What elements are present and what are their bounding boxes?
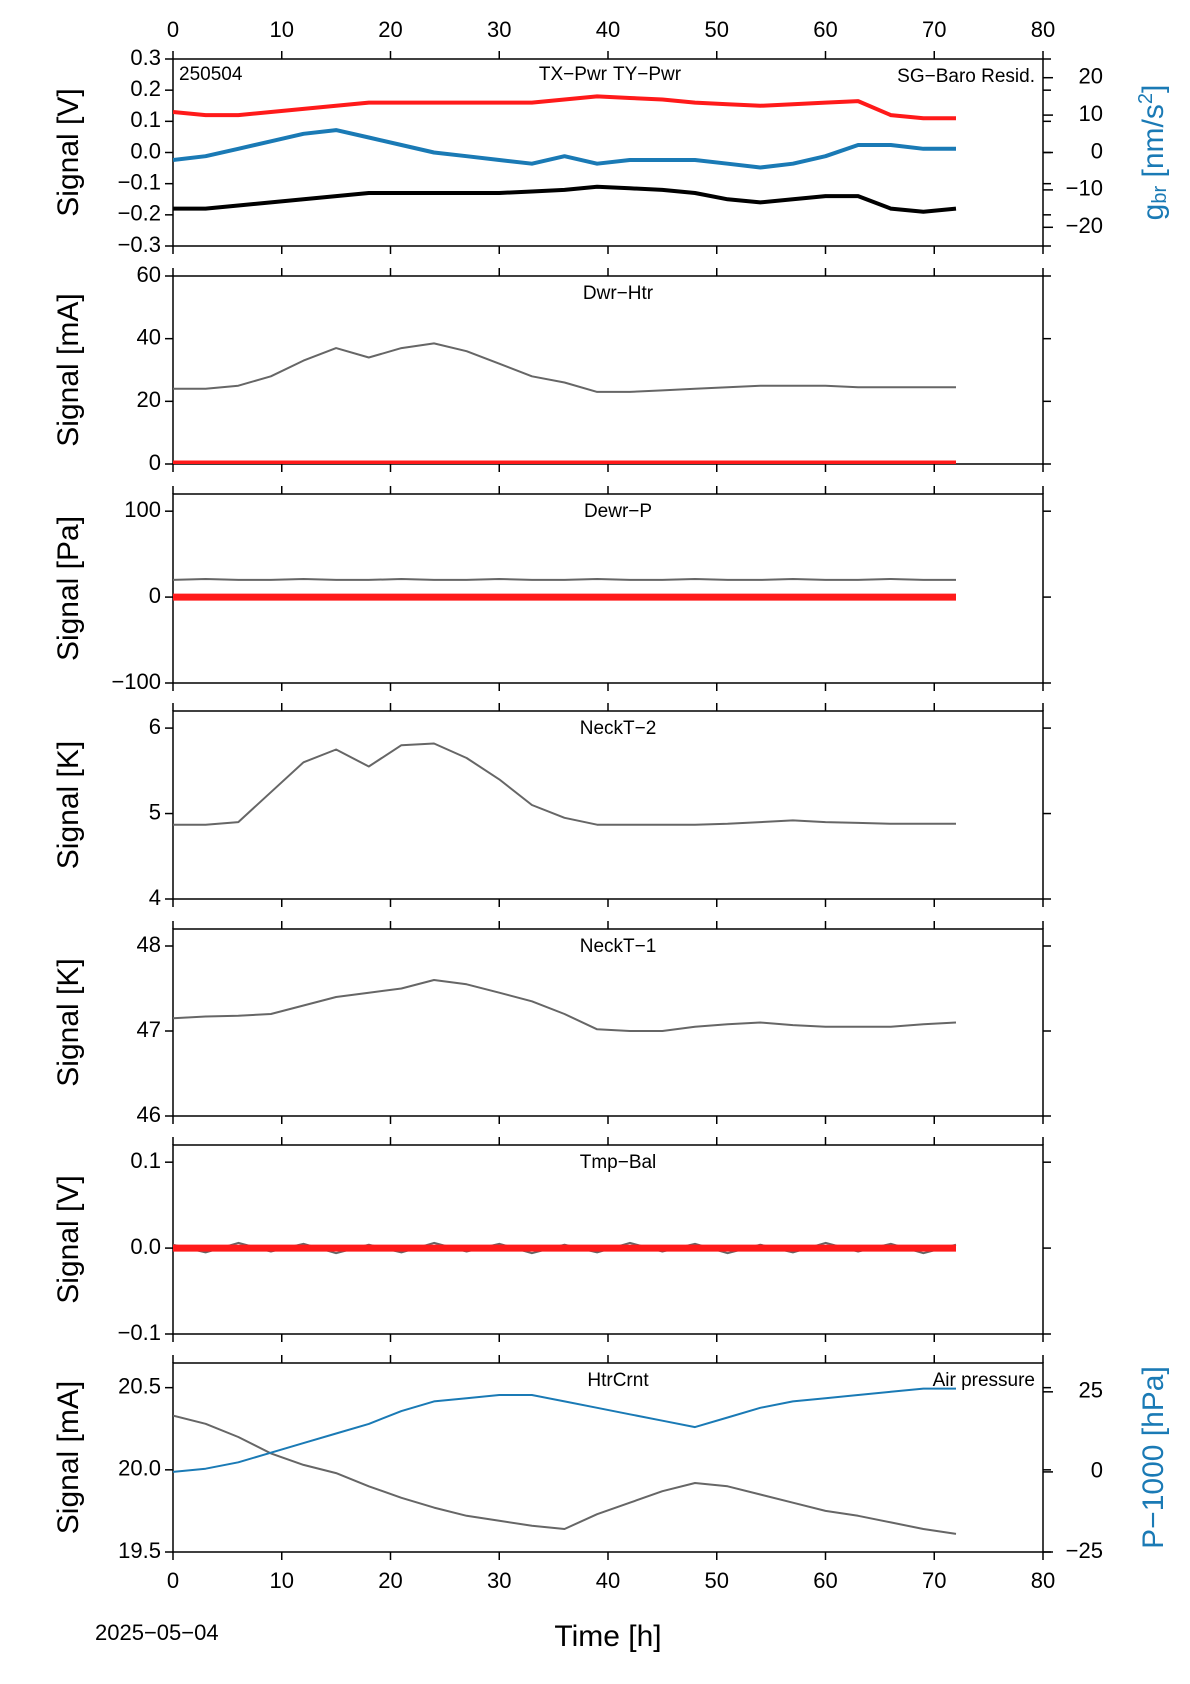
y2-axis-label: gbr [nm/s2]	[1135, 85, 1171, 221]
plot-frame	[172, 275, 1044, 465]
y2-tick-label: 25	[1079, 1378, 1103, 1403]
y-tick-label: 47	[137, 1017, 161, 1042]
y-tick-label: 20	[137, 387, 161, 412]
y-tick-label: 40	[137, 324, 161, 349]
x-tick-label: 10	[270, 17, 294, 42]
x-tick-label: 10	[270, 1568, 294, 1593]
x-tick-label: 60	[813, 17, 837, 42]
y-tick-label: −100	[111, 669, 161, 694]
y-axis-label: Signal [Pa]	[52, 516, 85, 661]
plot-frame	[172, 58, 1044, 247]
y2-axis-label-part: P−1000 [hPa]	[1137, 1366, 1170, 1549]
plot-frame	[172, 1362, 1044, 1553]
y-tick-label: 60	[137, 262, 161, 287]
series-line	[173, 1414, 957, 1535]
plot-frame	[172, 493, 1044, 684]
y-tick-label: 0	[149, 583, 161, 608]
x-tick-label: 0	[167, 1568, 179, 1593]
plot-frame	[172, 710, 1044, 900]
panel-title: Tmp−Bal	[580, 1152, 657, 1173]
y-tick-label: 0.0	[130, 1234, 161, 1259]
y-tick-label: −0.3	[118, 232, 161, 257]
x-tick-label: 20	[378, 17, 402, 42]
y-axis-label: Signal [K]	[52, 741, 85, 869]
y2-axis-label-part: br	[1149, 186, 1171, 204]
y2-axis-label-part: g	[1137, 204, 1170, 221]
y-tick-label: −0.1	[118, 1320, 161, 1345]
x-tick-label: 40	[596, 17, 620, 42]
legend-label: Air pressure	[933, 1370, 1035, 1391]
y-tick-label: 20.5	[118, 1373, 161, 1398]
y-tick-label: 0.1	[130, 107, 161, 132]
y-tick-label: 0.0	[130, 138, 161, 163]
y-tick-label: 46	[137, 1102, 161, 1127]
x-tick-label: 50	[705, 1568, 729, 1593]
y-tick-label: 4	[149, 885, 161, 910]
y2-tick-label: 10	[1079, 101, 1103, 126]
y2-tick-label: 20	[1079, 64, 1103, 89]
plot-frame	[172, 1144, 1044, 1335]
x-tick-label: 40	[596, 1568, 620, 1593]
y2-tick-label: −10	[1066, 176, 1103, 201]
legend-label: TX−Pwr	[539, 64, 608, 85]
series-line	[173, 342, 956, 393]
x-tick-label: 0	[167, 17, 179, 42]
y-tick-label: 0	[149, 450, 161, 475]
y-tick-label: 5	[149, 799, 161, 824]
y2-axis-label: P−1000 [hPa]	[1137, 1366, 1170, 1549]
plot-frame	[172, 928, 1044, 1117]
series-line	[173, 742, 956, 826]
legend-label: TY−Pwr	[613, 64, 682, 85]
y-tick-label: 48	[137, 932, 161, 957]
y-tick-label: −0.2	[118, 201, 161, 226]
y2-tick-label: −20	[1066, 213, 1103, 238]
x-tick-label: 70	[922, 1568, 946, 1593]
x-tick-label: 70	[922, 17, 946, 42]
x-tick-label: 50	[705, 17, 729, 42]
y-tick-label: 0.3	[130, 45, 161, 70]
y-axis-label: Signal [mA]	[52, 293, 85, 446]
y-tick-label: 0.2	[130, 76, 161, 101]
x-tick-label: 30	[487, 17, 511, 42]
series-line	[173, 979, 957, 1032]
y-tick-label: 19.5	[118, 1538, 161, 1563]
y-tick-label: 100	[124, 497, 161, 522]
y-tick-label: −0.1	[118, 169, 161, 194]
y-axis-label: Signal [mA]	[52, 1381, 85, 1534]
x-axis-label: Time [h]	[554, 1620, 661, 1653]
y-tick-label: 20.0	[118, 1456, 161, 1481]
series-line	[173, 94, 956, 121]
x-tick-label: 80	[1031, 1568, 1055, 1593]
series-line	[173, 1387, 956, 1473]
x-tick-label: 60	[813, 1568, 837, 1593]
legend-label: SG−Baro Resid.	[897, 66, 1035, 87]
panel-title: HtrCrnt	[587, 1370, 649, 1391]
x-tick-label: 30	[487, 1568, 511, 1593]
date-annotation: 2025−05−04	[95, 1620, 219, 1645]
y-axis-label: Signal [V]	[52, 1175, 85, 1303]
panel-title: Dewr−P	[584, 501, 652, 522]
series-line	[173, 578, 956, 581]
y2-tick-label: −25	[1066, 1538, 1103, 1563]
x-tick-label: 80	[1031, 17, 1055, 42]
y-axis-label: Signal [V]	[52, 88, 85, 216]
panel-title: NeckT−1	[580, 936, 657, 957]
y2-axis-label-part: ]	[1137, 85, 1170, 93]
series-line	[173, 128, 956, 170]
panel-title: NeckT−2	[580, 718, 657, 739]
y2-axis-label-part: [nm/s	[1137, 104, 1170, 186]
x-tick-label: 20	[378, 1568, 402, 1593]
y2-tick-label: 0	[1091, 138, 1103, 163]
y-tick-label: 0.1	[130, 1148, 161, 1173]
y-axis-label: Signal [K]	[52, 958, 85, 1086]
y2-tick-label: 0	[1091, 1458, 1103, 1483]
series-line	[173, 184, 957, 214]
y2-axis-label-part: 2	[1135, 93, 1157, 104]
y-tick-label: 6	[149, 714, 161, 739]
panel-annotation: 250504	[179, 64, 243, 85]
panel-title: Dwr−Htr	[583, 283, 654, 304]
